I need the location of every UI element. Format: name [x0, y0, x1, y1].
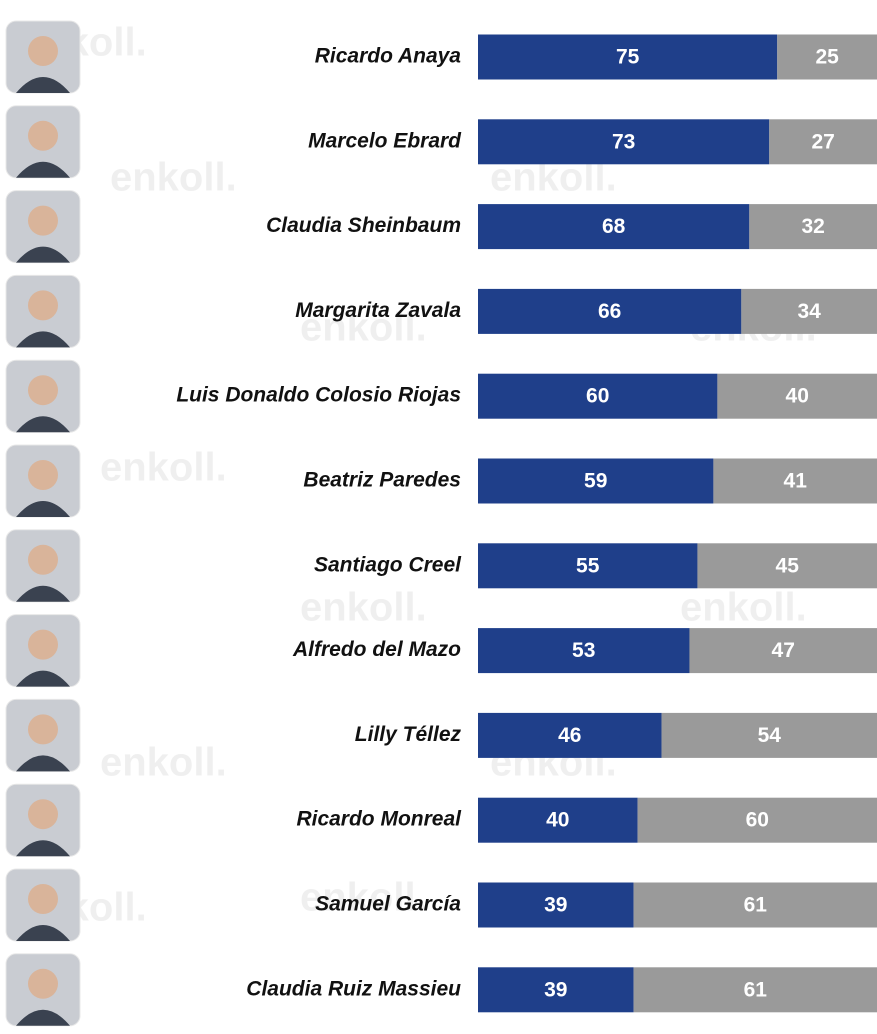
- value-label: 61: [744, 978, 768, 1001]
- category-label: Marcelo Ebrard: [308, 129, 462, 152]
- value-label: 34: [797, 300, 821, 323]
- value-label: 54: [758, 724, 782, 747]
- avatar-face: [28, 206, 58, 236]
- category-label: Luis Donaldo Colosio Riojas: [176, 384, 461, 407]
- category-label: Ricardo Monreal: [296, 808, 462, 831]
- value-label: 46: [558, 724, 581, 747]
- value-label: 27: [811, 130, 834, 153]
- value-label: 55: [576, 554, 600, 577]
- avatar-face: [28, 121, 58, 151]
- category-label: Claudia Sheinbaum: [266, 214, 461, 237]
- avatar-face: [28, 545, 58, 575]
- value-label: 60: [746, 809, 769, 832]
- category-label: Beatriz Paredes: [303, 469, 461, 492]
- value-label: 53: [572, 639, 595, 662]
- avatar-face: [28, 375, 58, 405]
- value-label: 45: [776, 554, 800, 577]
- value-label: 41: [784, 470, 808, 493]
- watermark: enkoll.: [680, 586, 807, 630]
- value-label: 39: [544, 894, 567, 917]
- value-label: 39: [544, 978, 567, 1001]
- category-label: Alfredo del Mazo: [292, 638, 461, 661]
- category-label: Claudia Ruiz Massieu: [246, 977, 461, 1000]
- avatar-face: [28, 969, 58, 999]
- avatar-face: [28, 460, 58, 490]
- value-label: 40: [786, 385, 809, 408]
- value-label: 60: [586, 385, 609, 408]
- category-label: Ricardo Anaya: [315, 45, 462, 68]
- value-label: 75: [616, 46, 640, 69]
- value-label: 73: [612, 130, 635, 153]
- category-label: Lilly Téllez: [355, 723, 462, 746]
- avatar-face: [28, 290, 58, 320]
- avatar-face: [28, 714, 58, 744]
- avatar-face: [28, 630, 58, 660]
- category-label: Margarita Zavala: [295, 299, 461, 322]
- value-label: 59: [584, 470, 607, 493]
- value-label: 66: [598, 300, 621, 323]
- avatar-face: [28, 799, 58, 829]
- watermark: enkoll.: [100, 446, 227, 490]
- value-label: 47: [772, 639, 795, 662]
- value-label: 32: [801, 215, 824, 238]
- watermark: enkoll.: [110, 156, 237, 200]
- value-label: 68: [602, 215, 626, 238]
- avatar-face: [28, 884, 58, 914]
- watermark: enkoll.: [300, 586, 427, 630]
- chart: enkoll.enkoll.enkoll.enkoll.enkoll.enkol…: [0, 0, 877, 1034]
- avatar-face: [28, 36, 58, 66]
- watermark: enkoll.: [100, 741, 227, 785]
- category-label: Samuel García: [315, 893, 461, 916]
- value-label: 40: [546, 809, 569, 832]
- value-label: 25: [815, 46, 839, 69]
- value-label: 61: [744, 894, 768, 917]
- category-label: Santiago Creel: [314, 553, 462, 576]
